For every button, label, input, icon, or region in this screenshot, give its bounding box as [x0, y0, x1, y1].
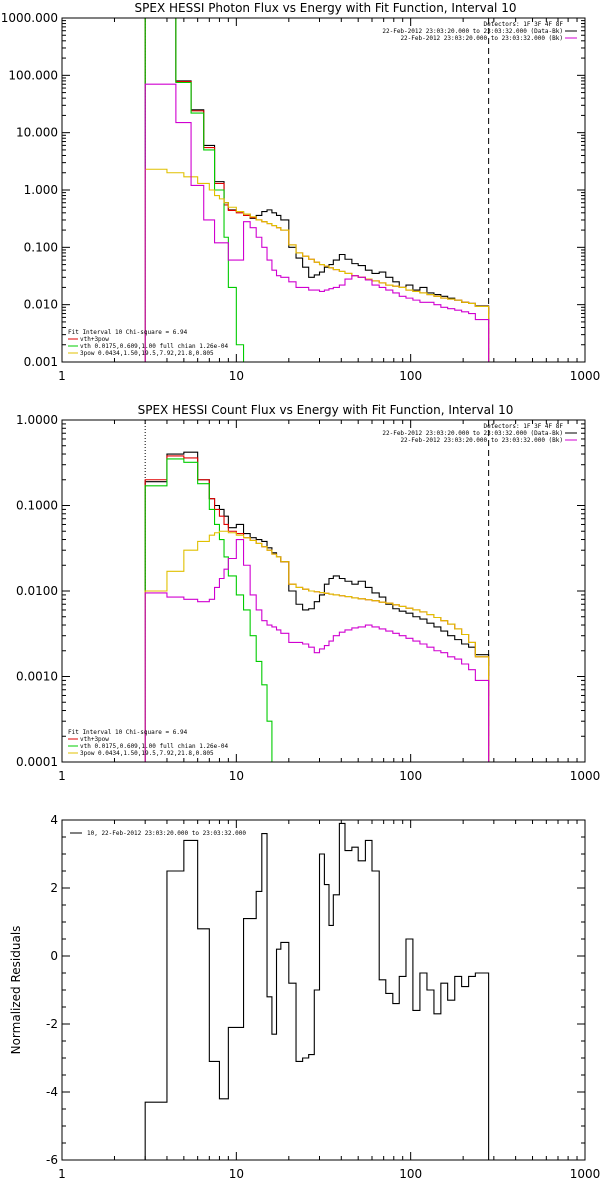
series-line-0: [144, 451, 490, 762]
plot-frame: [61, 819, 586, 1161]
y-tick-label: 100.000: [8, 68, 58, 82]
legend-entry: 10, 22-Feb-2012 23:03:20.000 to 23:03:32…: [87, 830, 246, 837]
y-tick-label: 1.0000: [16, 413, 58, 427]
legend-entry: vth 0.0175,0.609,1.00 full chian 1.26e-0…: [80, 343, 228, 350]
series-line-0: [144, 18, 490, 362]
x-tick-label: 10: [229, 369, 244, 383]
x-tick-label: 1000: [570, 769, 600, 783]
series-line-0: [144, 822, 490, 1160]
panel-2: SPEX HESSI Count Flux vs Energy with Fit…: [16, 403, 600, 783]
series-line-1: [144, 455, 490, 762]
series-line-3: [144, 530, 490, 762]
series-group: [144, 18, 490, 362]
x-tick-label: 1: [58, 369, 66, 383]
series-line-1: [144, 18, 490, 362]
series-line-2: [144, 458, 273, 762]
y-tick-label: -6: [46, 1153, 58, 1167]
y-tick-label: 0.0100: [16, 584, 58, 598]
y-tick-label: 10.000: [16, 126, 58, 140]
header-line: Detectors: 1F 3F 4F 8F: [484, 21, 564, 28]
y-tick-label: 4: [50, 813, 58, 827]
y-tick-label: 0.0010: [16, 670, 58, 684]
series-group: [144, 822, 490, 1160]
legend-entry: 3pow 0.0434,1.50,19.5,7.92,21.8,0.805: [80, 750, 214, 757]
x-tick-label: 100: [399, 1167, 422, 1181]
y-tick-label: 0.001: [24, 355, 58, 369]
header-line: 22-Feb-2012 23:03:20.000 to 23:03:32.000…: [400, 437, 563, 444]
series-line-4: [144, 538, 490, 762]
legend-entry: vth+3pow: [80, 736, 109, 743]
x-tick-label: 10: [229, 1167, 244, 1181]
x-tick-label: 100: [399, 769, 422, 783]
y-tick-label: 1000.000: [1, 11, 58, 25]
y-tick-label: 0: [50, 949, 58, 963]
y-tick-label: 0.010: [24, 298, 58, 312]
y-tick-label: 2: [50, 881, 58, 895]
y-tick-label: -4: [46, 1085, 58, 1099]
x-tick-label: 1: [58, 769, 66, 783]
y-tick-label: 1.000: [24, 183, 58, 197]
series-line-4: [144, 83, 490, 362]
x-tick-label: 10: [229, 769, 244, 783]
plot-frame: [61, 419, 586, 763]
y-tick-label: 0.100: [24, 240, 58, 254]
y-tick-label: 0.1000: [16, 499, 58, 513]
y-tick-label: 0.0001: [16, 755, 58, 769]
plot-frame: [61, 17, 586, 363]
y-tick-label: -2: [46, 1017, 58, 1031]
x-tick-label: 1000: [570, 369, 600, 383]
y-axis-label: Normalized Residuals: [9, 926, 23, 1055]
chart-title: SPEX HESSI Count Flux vs Energy with Fit…: [138, 403, 514, 417]
series-line-2: [144, 18, 245, 362]
legend-entry: Fit Interval 10 Chi-square = 6.94: [68, 329, 188, 336]
series-group: [144, 451, 490, 762]
legend-entry: Fit Interval 10 Chi-square = 6.94: [68, 729, 188, 736]
x-tick-label: 1: [58, 1167, 66, 1181]
chart-title: SPEX HESSI Photon Flux vs Energy with Fi…: [135, 1, 517, 15]
header-line: 22-Feb-2012 23:03:20.000 to 23:03:32.000…: [382, 28, 563, 35]
series-line-3: [144, 168, 490, 362]
x-tick-label: 1000: [570, 1167, 600, 1181]
header-line: Detectors: 1F 3F 4F 8F: [484, 423, 564, 430]
header-line: 22-Feb-2012 23:03:20.000 to 23:03:32.000…: [382, 430, 563, 437]
x-tick-label: 100: [399, 369, 422, 383]
legend-entry: 3pow 0.0434,1.50,19.5,7.92,21.8,0.805: [80, 350, 214, 357]
header-line: 22-Feb-2012 23:03:20.000 to 23:03:32.000…: [400, 35, 563, 42]
panel-1: SPEX HESSI Photon Flux vs Energy with Fi…: [1, 1, 600, 383]
legend-entry: vth 0.0175,0.609,1.00 full chian 1.26e-0…: [80, 743, 228, 750]
legend-entry: vth+3pow: [80, 336, 109, 343]
panel-3: 1 10 100 1000 -6 -4 -2 0 2 4 Normalized Residuals 1…: [9, 813, 600, 1181]
